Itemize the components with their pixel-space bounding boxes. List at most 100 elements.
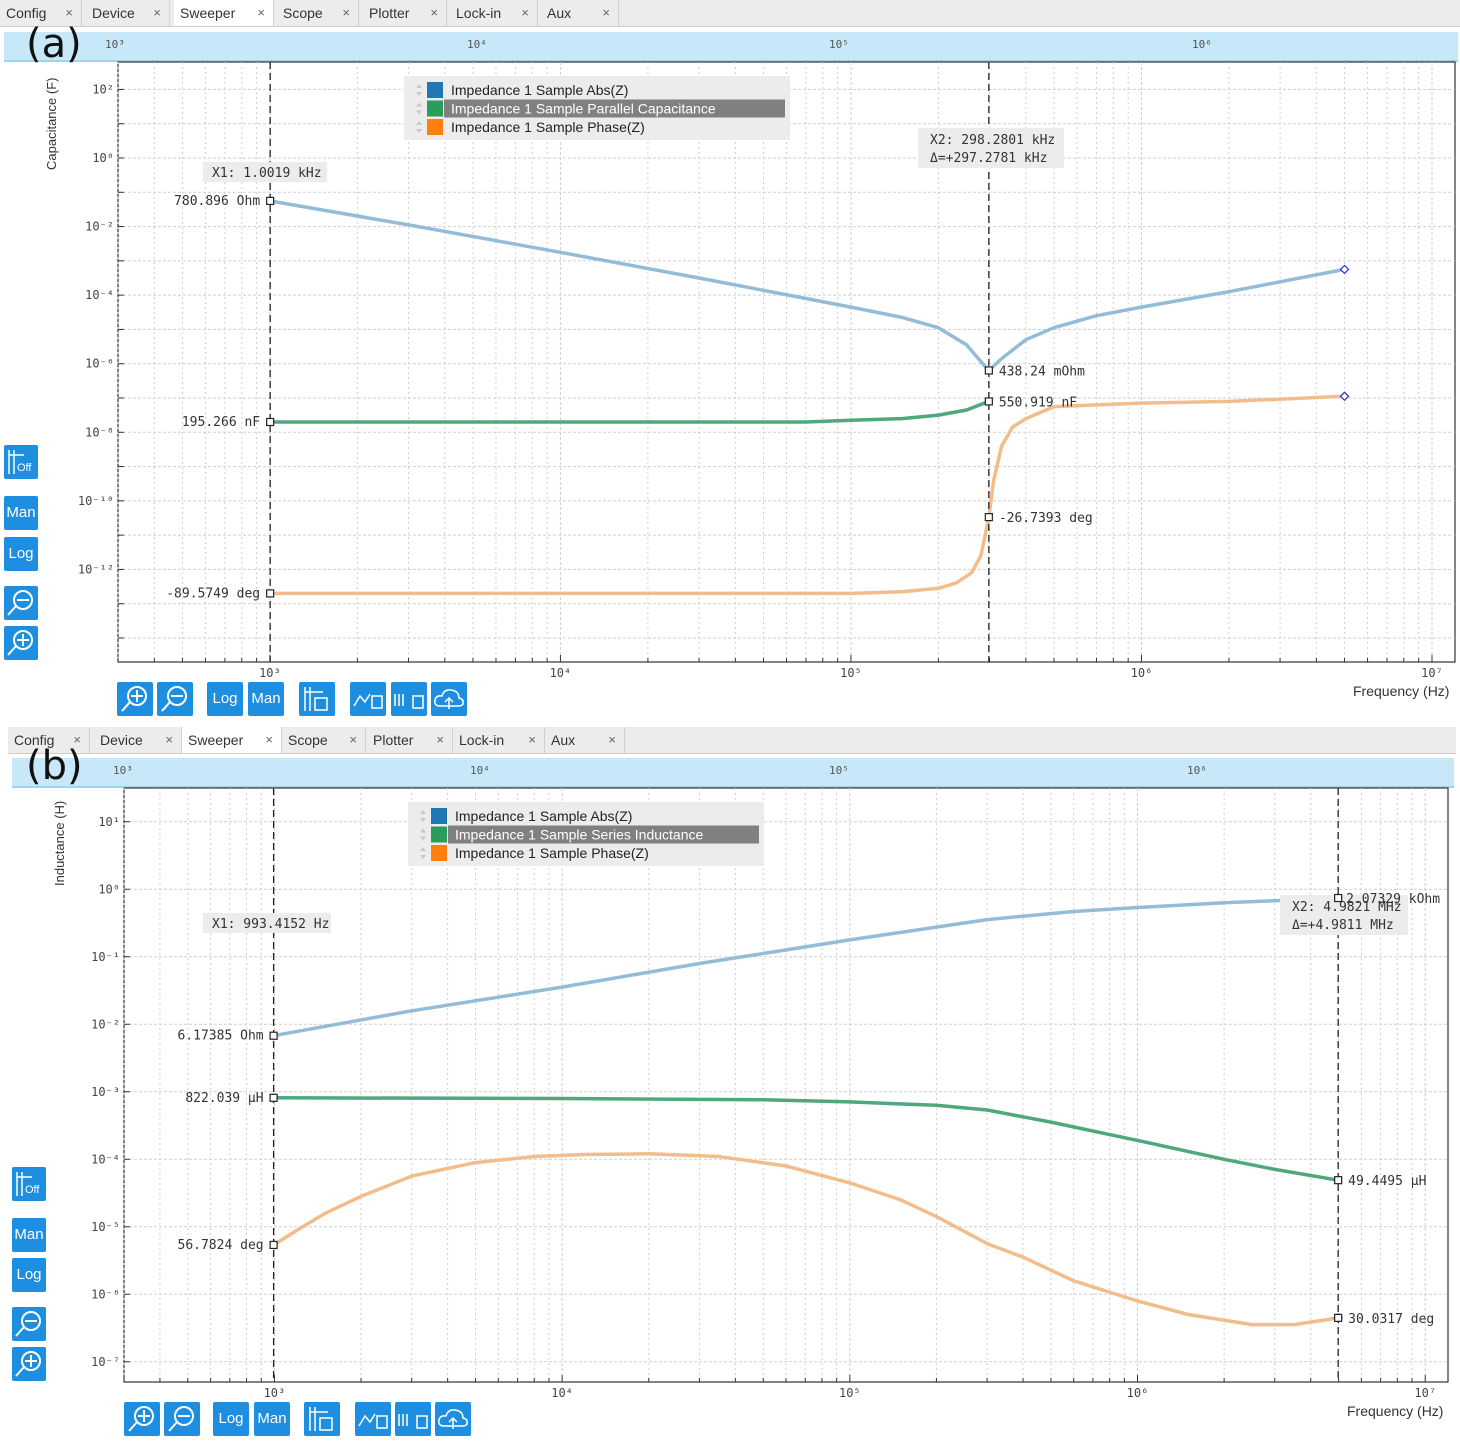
legend-reorder-icon xyxy=(420,828,426,841)
marker-value-label: 195.266 nF xyxy=(182,415,260,430)
x-zoom-out-button[interactable] xyxy=(157,682,193,716)
close-icon[interactable]: × xyxy=(349,732,357,747)
close-icon[interactable]: × xyxy=(153,5,161,20)
series-end-marker xyxy=(1339,264,1350,275)
grid-toggle-button[interactable] xyxy=(299,682,335,716)
x-log-button[interactable]: Log xyxy=(213,1402,249,1436)
overview-tick: 10⁴ xyxy=(467,38,487,51)
log-label: Log xyxy=(16,1266,42,1283)
export-plot-button[interactable] xyxy=(355,1402,391,1436)
x-tick-label: 10⁷ xyxy=(1414,1386,1436,1400)
y-tick-label: 10⁻¹² xyxy=(78,562,114,576)
series-line-capind xyxy=(271,1096,1340,1182)
tab-label: Device xyxy=(92,5,135,21)
tab-device[interactable]: Device × xyxy=(94,727,182,753)
x-axis-label: Frequency (Hz) xyxy=(1347,1403,1444,1419)
close-icon[interactable]: × xyxy=(257,5,265,20)
tab-config[interactable]: Config × xyxy=(0,0,82,26)
tab-label: Aux xyxy=(547,5,572,21)
cursor-marker xyxy=(984,397,993,406)
close-icon[interactable]: × xyxy=(436,732,444,747)
marker-value-label: 49.4495 µH xyxy=(1348,1174,1426,1189)
tab-lock-in[interactable]: Lock-in × xyxy=(450,0,538,26)
cloud-upload-button[interactable] xyxy=(431,682,467,716)
cloud-upload-icon xyxy=(438,1409,468,1429)
grid-toggle-button[interactable] xyxy=(304,1402,340,1436)
tab-scope[interactable]: Scope × xyxy=(282,727,366,753)
tab-label: Sweeper xyxy=(188,732,244,748)
close-icon[interactable]: × xyxy=(430,5,438,20)
marker-value-label: 56.7824 deg xyxy=(178,1238,264,1253)
export-data-button[interactable] xyxy=(391,682,427,716)
y-man-button[interactable]: Man xyxy=(4,496,38,530)
tab-plotter[interactable]: Plotter × xyxy=(367,727,453,753)
log-label: Log xyxy=(212,690,238,707)
y-zoom-out-button[interactable] xyxy=(12,1307,46,1341)
zoom-in-icon xyxy=(121,686,147,712)
close-icon[interactable]: × xyxy=(73,732,81,747)
series-line-abs xyxy=(271,896,1340,1038)
export-plot-icon xyxy=(353,693,383,709)
tab-sweeper[interactable]: Sweeper × xyxy=(182,727,282,753)
y-log-button[interactable]: Log xyxy=(4,537,38,571)
grid-off-button[interactable]: Off xyxy=(12,1167,46,1201)
x-tick-label: 10⁵ xyxy=(840,666,862,680)
tab-plotter[interactable]: Plotter × xyxy=(363,0,447,26)
tab-aux[interactable]: Aux × xyxy=(545,727,625,753)
y-man-button[interactable]: Man xyxy=(12,1218,46,1252)
y-zoom-out-button[interactable] xyxy=(4,586,38,620)
cursor-marker xyxy=(269,1240,278,1250)
x-zoom-in-button[interactable] xyxy=(117,682,153,716)
tab-scope[interactable]: Scope × xyxy=(277,0,359,26)
tab-config[interactable]: Config × xyxy=(8,727,90,753)
x-man-button[interactable]: Man xyxy=(248,682,284,716)
grid-off-button[interactable]: Off xyxy=(4,445,38,479)
zoom-out-icon xyxy=(168,1406,194,1432)
export-data-button[interactable] xyxy=(395,1402,431,1436)
tab-lock-in[interactable]: Lock-in × xyxy=(453,727,545,753)
grid-off-icon: Off xyxy=(16,1172,40,1196)
close-icon[interactable]: × xyxy=(528,732,536,747)
y-zoom-in-button[interactable] xyxy=(12,1347,46,1381)
marker-value-label: 2.07329 kOhm xyxy=(1346,892,1440,907)
legend-entry-label: Impedance 1 Sample Abs(Z) xyxy=(451,82,628,98)
overview-range-bar[interactable]: 10³ 10⁴ 10⁵ 10⁶ xyxy=(12,758,1454,788)
overview-tick: 10³ xyxy=(113,764,133,777)
legend-swatch xyxy=(431,845,447,861)
zoom-in-icon xyxy=(15,1351,41,1377)
close-icon[interactable]: × xyxy=(265,732,273,747)
close-icon[interactable]: × xyxy=(342,5,350,20)
tab-device[interactable]: Device × xyxy=(86,0,170,26)
zoom-out-icon xyxy=(161,686,187,712)
series-line-capind xyxy=(268,399,991,424)
y-zoom-in-button[interactable] xyxy=(4,626,38,660)
legend-reorder-icon xyxy=(416,121,422,133)
x-tick-label: 10³ xyxy=(264,1386,286,1400)
x-zoom-out-button[interactable] xyxy=(164,1402,200,1436)
close-icon[interactable]: × xyxy=(165,732,173,747)
y-log-button[interactable]: Log xyxy=(12,1258,46,1292)
x-zoom-in-button[interactable] xyxy=(124,1402,160,1436)
cloud-upload-button[interactable] xyxy=(435,1402,471,1436)
man-label: Man xyxy=(251,690,281,707)
close-icon[interactable]: × xyxy=(521,5,529,20)
legend-entry-label: Impedance 1 Sample Series Inductance xyxy=(455,827,703,843)
tab-aux[interactable]: Aux × xyxy=(541,0,619,26)
cursor-marker xyxy=(1334,1176,1343,1185)
zoom-in-icon xyxy=(7,630,33,656)
close-icon[interactable]: × xyxy=(65,5,73,20)
legend-reorder-icon xyxy=(416,84,422,96)
cursor-marker xyxy=(1334,893,1343,903)
tab-label: Config xyxy=(6,5,47,21)
x-log-button[interactable]: Log xyxy=(207,682,243,716)
x-man-button[interactable]: Man xyxy=(254,1402,290,1436)
export-plot-button[interactable] xyxy=(350,682,386,716)
close-icon[interactable]: × xyxy=(608,732,616,747)
cursor-marker xyxy=(269,1093,278,1102)
close-icon[interactable]: × xyxy=(602,5,610,20)
overview-range-bar[interactable]: 10³ 10⁴ 10⁵ 10⁶ xyxy=(4,32,1458,62)
tab-sweeper[interactable]: Sweeper × xyxy=(174,0,274,26)
legend-entry-label: Impedance 1 Sample Abs(Z) xyxy=(455,808,632,824)
